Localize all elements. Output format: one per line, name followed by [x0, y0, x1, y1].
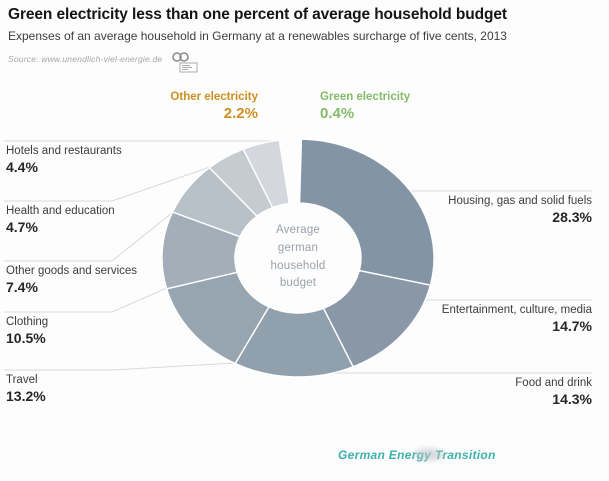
page-title: Green electricity less than one percent … [8, 6, 507, 23]
callout-entertainment-culture-media: Entertainment, culture, media 14.7% [362, 303, 592, 336]
segment-label: Green electricity [320, 91, 411, 103]
segment-label: Other electricity [170, 91, 258, 103]
segment-label: Health and education [6, 205, 115, 217]
segment-value: 4.4% [6, 159, 38, 176]
callout-housing-gas-fuels: Housing, gas and solid fuels 28.3% [362, 194, 592, 227]
callout-travel: Travel 13.2% [6, 373, 186, 406]
leader-lines [4, 140, 592, 374]
callout-other-goods-services: Other goods and services 7.4% [6, 264, 186, 297]
segment-value: 2.2% [223, 105, 258, 123]
leader-line [4, 362, 236, 371]
donut-center-label: Average german household budget [270, 224, 326, 290]
wedge-housing-gas-and-solid-fuels [298, 138, 435, 287]
segment-value: 14.7% [552, 318, 592, 335]
donut-wedges [161, 138, 435, 378]
segment-label: Clothing [6, 316, 49, 328]
leader-line [4, 166, 211, 202]
segment-value: 0.4% [320, 105, 355, 123]
segment-value: 7.4% [6, 279, 38, 296]
segment-label: Travel [6, 374, 38, 386]
segment-label: Food and drink [515, 377, 592, 389]
callout-health-education: Health and education 4.7% [6, 204, 186, 237]
subtitle: Expenses of an average household in Germ… [8, 29, 507, 43]
segment-label: Hotels and restaurants [6, 145, 122, 157]
segment-value: 13.2% [6, 388, 46, 405]
segment-value: 10.5% [6, 330, 46, 347]
source-row: Source: www.unendlich-viel-energie.de [8, 52, 204, 74]
source-credit: Source: www.unendlich-viel-energie.de [8, 54, 163, 64]
callout-clothing: Clothing 10.5% [6, 315, 186, 348]
wedge-hotels-and-restaurants [242, 139, 291, 209]
callout-green-electricity: Green electricity 0.4% [320, 90, 480, 124]
leader-line [4, 211, 174, 262]
callout-other-electricity: Other electricity 2.2% [108, 90, 258, 124]
segment-label: Housing, gas and solid fuels [448, 195, 592, 207]
segment-label: Entertainment, culture, media [441, 304, 592, 316]
agency-logo-icon [170, 52, 204, 74]
callout-food-drink: Food and drink 14.3% [362, 376, 592, 409]
logo-smudge [414, 448, 444, 461]
callout-hotels-restaurants: Hotels and restaurants 4.4% [6, 144, 186, 177]
leader-line [4, 287, 168, 313]
segment-value: 14.3% [552, 391, 592, 408]
segment-value: 28.3% [552, 209, 592, 226]
segment-label: Other goods and services [6, 265, 138, 277]
segment-value: 4.7% [6, 219, 38, 236]
